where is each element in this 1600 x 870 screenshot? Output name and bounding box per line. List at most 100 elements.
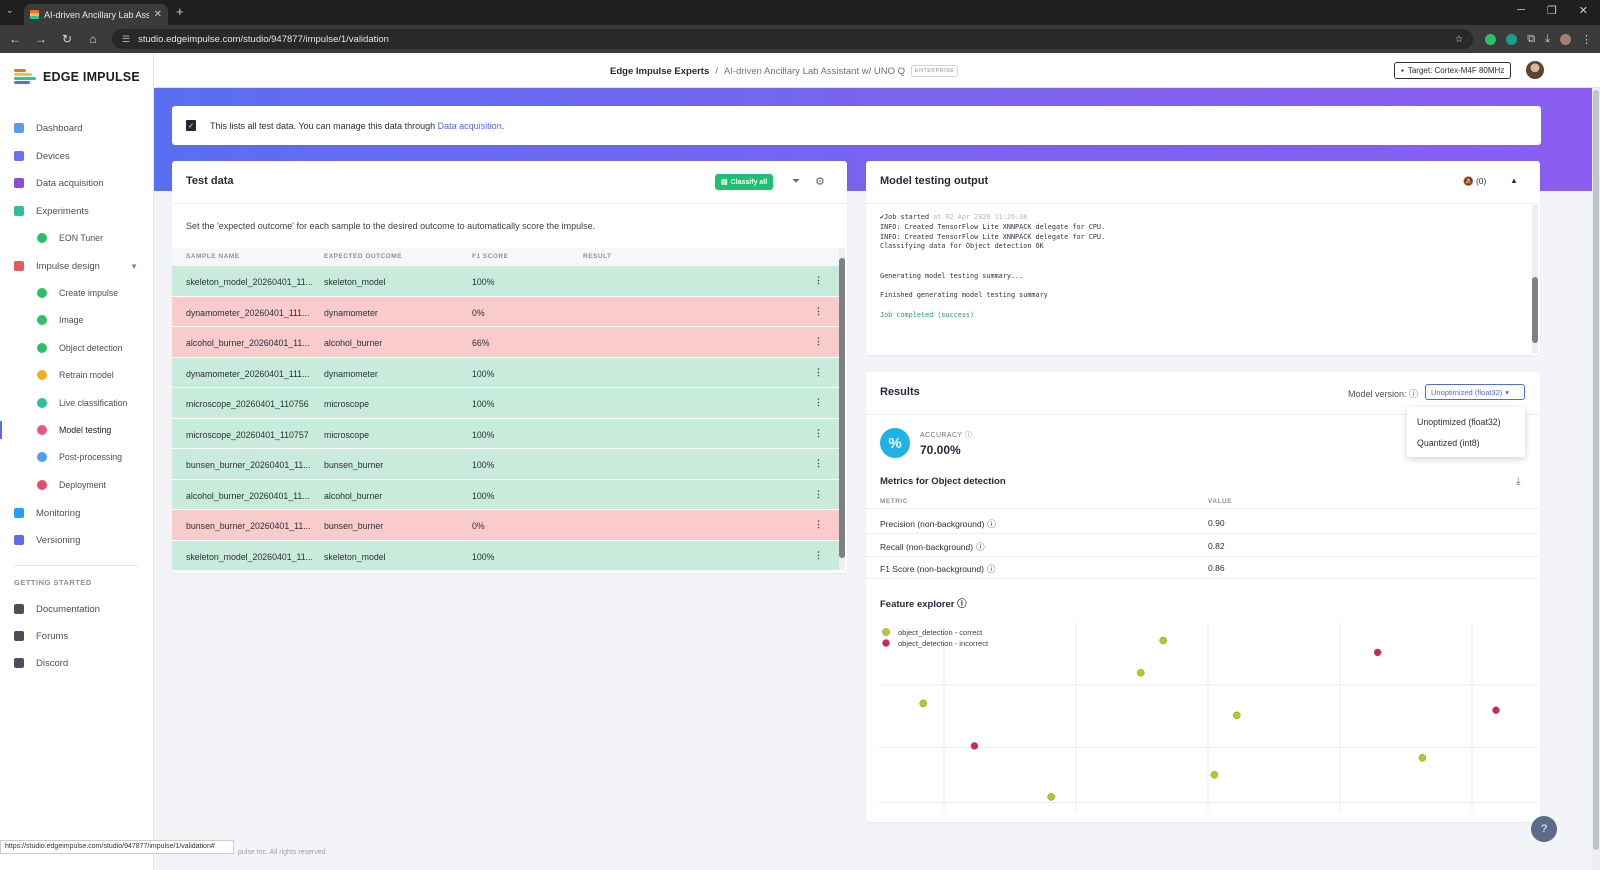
- breadcrumb-project[interactable]: AI-driven Ancillary Lab Assistant w/ UNO…: [723, 65, 905, 77]
- scatter-point[interactable]: [1233, 711, 1241, 720]
- sidebar-item-impulse-design[interactable]: Impulse design ▼: [0, 255, 154, 277]
- chevron-down-icon[interactable]: ▼: [130, 261, 138, 271]
- back-icon[interactable]: ←: [9, 32, 21, 46]
- scatter-point[interactable]: [1159, 636, 1167, 645]
- sidebar-item-documentation[interactable]: Documentation: [0, 598, 154, 620]
- row-menu-icon[interactable]: ⋮: [814, 305, 823, 316]
- notifications-toggle[interactable]: 🔕 (0): [1463, 176, 1486, 187]
- restore-icon[interactable]: ❐: [1546, 5, 1557, 17]
- sidebar-item-forums[interactable]: Forums: [0, 625, 154, 647]
- target-device-button[interactable]: ▪ Target: Cortex-M4F 80MHz: [1394, 62, 1512, 79]
- col-expected-outcome[interactable]: EXPECTED OUTCOME: [324, 253, 403, 260]
- scatter-point[interactable]: [919, 699, 927, 708]
- new-tab-icon[interactable]: +: [176, 4, 184, 19]
- row-menu-icon[interactable]: ⋮: [814, 519, 823, 529]
- bookmark-star-icon[interactable]: ☆: [1454, 33, 1464, 45]
- page-scrollbar[interactable]: [1592, 88, 1600, 870]
- sidebar-item-monitoring[interactable]: Monitoring: [0, 502, 154, 524]
- output-scrollbar-thumb[interactable]: [1532, 277, 1538, 343]
- close-window-icon[interactable]: ✕: [1578, 5, 1588, 17]
- test-table-scrollbar[interactable]: [839, 248, 845, 570]
- row-menu-icon[interactable]: ⋮: [814, 336, 823, 346]
- sidebar-item-devices[interactable]: Devices: [0, 145, 154, 167]
- table-row[interactable]: alcohol_burner_20260401_11... alcohol_bur…: [172, 479, 840, 510]
- scatter-point[interactable]: [1373, 648, 1382, 657]
- col-result[interactable]: RESULT: [583, 253, 612, 260]
- scatter-point[interactable]: [1137, 669, 1145, 677]
- help-chat-button[interactable]: ?: [1531, 816, 1557, 842]
- edge-impulse-logo[interactable]: EDGE IMPULSE: [14, 69, 140, 85]
- site-info-icon[interactable]: ☰: [122, 33, 131, 44]
- col-f1-score[interactable]: F1 SCORE: [472, 253, 509, 260]
- download-icon[interactable]: ⤓: [1545, 32, 1550, 45]
- shield-extension-icon[interactable]: [1485, 33, 1497, 45]
- sidebar-item-eon-tuner[interactable]: EON Tuner: [0, 227, 154, 249]
- forward-icon[interactable]: →: [35, 32, 47, 46]
- sidebar-item-retrain-model[interactable]: Retrain model: [0, 364, 154, 386]
- download-icon[interactable]: ⤓: [1516, 476, 1521, 487]
- option-quantized[interactable]: Quantized (int8): [1417, 438, 1480, 448]
- sidebar-item-experiments[interactable]: Experiments: [0, 200, 154, 222]
- gear-icon[interactable]: ⚙: [815, 176, 825, 188]
- sidebar-item-dashboard[interactable]: Dashboard: [0, 117, 154, 139]
- legend-label[interactable]: object_detection - incorrect: [898, 639, 989, 648]
- col-sample-name[interactable]: SAMPLE NAME: [186, 253, 240, 260]
- table-row[interactable]: bunsen_burner_20260401_11... bunsen_burne…: [172, 510, 840, 541]
- table-row[interactable]: microscope_20260401_110756 microscope 100%…: [172, 388, 840, 419]
- page-scrollbar-thumb[interactable]: [1593, 90, 1599, 850]
- collapse-icon[interactable]: ▲: [1510, 176, 1518, 185]
- help-icon[interactable]: ⓘ: [1409, 389, 1419, 399]
- row-menu-icon[interactable]: ⋮: [814, 397, 823, 407]
- row-menu-icon[interactable]: ⋮: [814, 488, 823, 499]
- filter-icon[interactable]: ⏷: [792, 176, 800, 187]
- row-menu-icon[interactable]: ⋮: [814, 366, 823, 377]
- legend-label[interactable]: object_detection - correct: [898, 628, 983, 637]
- row-menu-icon[interactable]: ⋮: [814, 427, 823, 438]
- sidebar-item-data-acquisition[interactable]: Data acquisition: [0, 172, 154, 194]
- browser-tab[interactable]: AI-driven Ancillary Lab Assistant ✕: [24, 4, 168, 25]
- sidebar-item-post-processing[interactable]: Post-processing: [0, 446, 154, 468]
- test-table-scrollbar-thumb[interactable]: [839, 258, 845, 558]
- table-row[interactable]: dynamometer_20260401_111... dynamometer 10…: [172, 357, 840, 388]
- sidebar-item-deployment[interactable]: Deployment: [0, 474, 154, 496]
- sidebar-item-image[interactable]: Image: [0, 309, 154, 331]
- help-icon[interactable]: ⓘ: [957, 599, 967, 610]
- user-avatar[interactable]: [1526, 61, 1544, 79]
- scatter-point[interactable]: [1492, 706, 1500, 714]
- minimize-icon[interactable]: ─: [1517, 4, 1525, 16]
- row-menu-icon[interactable]: ⋮: [814, 458, 823, 468]
- table-row[interactable]: skeleton_model_20260401_11... skeleton_mo…: [172, 540, 840, 571]
- tab-search-icon[interactable]: ⌄: [6, 5, 14, 15]
- scatter-point[interactable]: [970, 742, 979, 750]
- menu-dots-icon[interactable]: ⋮: [1581, 33, 1592, 46]
- classify-all-button[interactable]: ▤ Classify all: [715, 174, 774, 190]
- home-icon[interactable]: ⌂: [89, 32, 97, 46]
- sidebar-item-discord[interactable]: Discord: [0, 652, 154, 674]
- feature-explorer-chart[interactable]: object_detection - correct object_detecti…: [878, 622, 1538, 812]
- option-unoptimized[interactable]: Unoptimized (float32): [1417, 417, 1501, 427]
- row-menu-icon[interactable]: ⋮: [814, 275, 823, 285]
- table-row[interactable]: bunsen_burner_20260401_11... bunsen_burne…: [172, 449, 840, 480]
- table-row[interactable]: alcohol_burner_20260401_11... alcohol_bur…: [172, 327, 840, 358]
- sidebar-item-create-impulse[interactable]: Create impulse: [0, 282, 154, 304]
- scatter-point[interactable]: [1210, 771, 1219, 779]
- breadcrumb-org[interactable]: Edge Impulse Experts: [610, 65, 710, 77]
- help-icon[interactable]: ⓘ: [987, 519, 996, 529]
- sidebar-item-object-detection[interactable]: Object detection: [0, 337, 154, 359]
- sidebar-item-model-testing[interactable]: Model testing: [0, 419, 154, 441]
- table-row[interactable]: dynamometer_20260401_111... dynamometer 0%…: [172, 296, 840, 327]
- reload-icon[interactable]: ↻: [61, 32, 73, 46]
- puzzle-extension-icon[interactable]: ⧉: [1527, 32, 1536, 45]
- help-icon[interactable]: ⓘ: [986, 564, 996, 574]
- help-icon[interactable]: ⓘ: [976, 541, 985, 552]
- table-row[interactable]: microscope_20260401_110757 microscope 100%…: [172, 418, 840, 449]
- close-tab-icon[interactable]: ✕: [153, 9, 162, 20]
- help-icon[interactable]: ⓘ: [964, 432, 973, 439]
- sidebar-item-live-classification[interactable]: Live classification: [0, 392, 154, 414]
- url-field[interactable]: ☰ studio.edgeimpulse.com/studio/947877/i…: [112, 29, 1474, 49]
- sidebar-item-versioning[interactable]: Versioning: [0, 529, 154, 551]
- scatter-point[interactable]: [1047, 793, 1055, 801]
- row-menu-icon[interactable]: ⋮: [814, 549, 823, 560]
- table-row[interactable]: skeleton_model_20260401_11... skeleton_mo…: [172, 266, 840, 297]
- output-scrollbar[interactable]: [1532, 205, 1538, 353]
